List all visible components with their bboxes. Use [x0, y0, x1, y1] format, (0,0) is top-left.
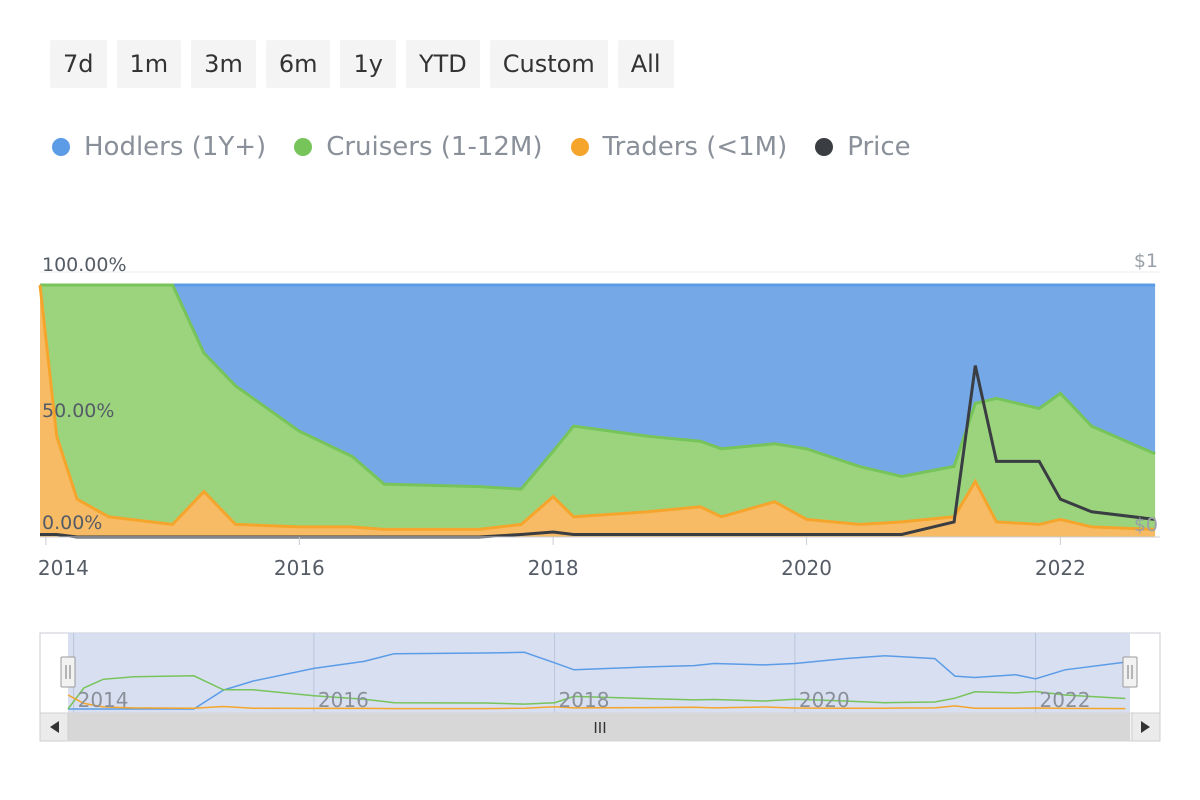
area-cruisers	[40, 285, 1156, 530]
legend-dot-icon	[570, 138, 589, 156]
chart-legend: Hodlers (1Y+) Cruisers (1-12M) Traders (…	[52, 132, 911, 162]
range-button-ytd[interactable]: YTD	[405, 40, 480, 88]
range-button-7d[interactable]: 7d	[50, 40, 107, 88]
range-selector: 7d 1m 3m 6m 1y YTD Custom All	[50, 40, 674, 88]
scrollbar-thumb[interactable]	[68, 713, 1130, 741]
legend-item-hodlers[interactable]: Hodlers (1Y+)	[52, 132, 266, 162]
navigator-tick-label: 2016	[318, 688, 369, 712]
navigator: 2014 2016 2018 2020 2022 III	[39, 632, 1161, 742]
legend-dot-icon	[52, 138, 70, 156]
scroll-grip-icon: III	[593, 719, 606, 737]
navigator-scrollbar: III	[39, 712, 1161, 742]
navigator-handle-left[interactable]	[60, 656, 76, 688]
legend-dot-icon	[294, 138, 313, 156]
y-tick-label: 100.00%	[42, 254, 127, 276]
range-button-custom[interactable]: Custom	[489, 40, 608, 88]
y-right-tick-label: $1	[1134, 250, 1158, 272]
scroll-right-arrow-icon[interactable]	[1131, 712, 1161, 742]
range-button-1y[interactable]: 1y	[340, 40, 396, 88]
navigator-line-traders	[67, 694, 1126, 710]
legend-item-price[interactable]: Price	[815, 132, 911, 162]
navigator-lines	[67, 651, 1126, 710]
legend-label: Price	[847, 132, 911, 162]
navigator-handles	[60, 656, 1138, 688]
line-cruisers	[40, 283, 1156, 491]
x-tick-label: 2018	[528, 556, 579, 580]
navigator-selection[interactable]	[68, 633, 1130, 713]
legend-dot-icon	[815, 138, 834, 156]
legend-item-cruisers[interactable]: Cruisers (1-12M)	[294, 132, 543, 162]
range-button-6m[interactable]: 6m	[265, 40, 331, 88]
x-tick-label: 2014	[38, 556, 89, 580]
range-button-3m[interactable]: 3m	[191, 40, 256, 88]
navigator-tick-label: 2014	[78, 688, 129, 712]
line-traders	[38, 284, 1156, 531]
legend-label: Cruisers (1-12M)	[326, 132, 543, 162]
main-chart: intotheblock 100.00%50.00%0.00%$1$020142…	[38, 250, 1160, 580]
axes-layer: 100.00% 50.00% 0.00% $1 $0 2014 2016 2018 2020 20…	[38, 250, 1160, 580]
scroll-left-arrow-icon[interactable]	[39, 712, 69, 742]
navigator-tick-label: 2020	[799, 688, 850, 712]
navigator-handle-right[interactable]	[1122, 656, 1138, 688]
navigator-tick-label: 2018	[559, 688, 610, 712]
y-right-tick-label: $0	[1134, 514, 1158, 536]
navigator-labels: 2014 2016 2018 2020 2022	[78, 688, 1091, 712]
legend-label: Traders (<1M)	[602, 132, 788, 162]
x-tick-label: 2022	[1035, 556, 1086, 580]
legend-label: Hodlers (1Y+)	[84, 132, 267, 162]
navigator-base	[39, 632, 1161, 714]
range-button-1m[interactable]: 1m	[116, 40, 182, 88]
x-tick-label: 2020	[781, 556, 832, 580]
x-tick-label: 2016	[274, 556, 325, 580]
y-tick-label: 50.00%	[42, 400, 114, 422]
y-tick-label: 0.00%	[42, 512, 102, 534]
legend-item-traders[interactable]: Traders (<1M)	[570, 132, 788, 162]
navigator-line-cruisers	[67, 675, 1126, 710]
navigator-line-hodlers	[68, 651, 1126, 710]
area-hodlers	[40, 285, 1156, 490]
navigator-tick-label: 2022	[1040, 688, 1091, 712]
area-layer	[38, 283, 1156, 537]
range-button-all[interactable]: All	[617, 40, 674, 88]
